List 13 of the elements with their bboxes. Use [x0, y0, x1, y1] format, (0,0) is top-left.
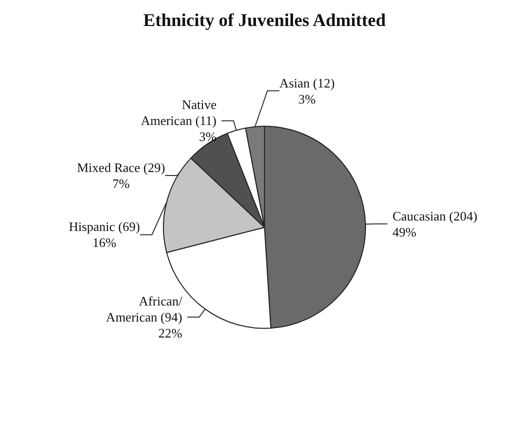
- chart-title: Ethnicity of Juveniles Admitted: [143, 10, 386, 30]
- slice-label: Native American (11): [140, 97, 217, 128]
- data-label: 3%: [199, 129, 217, 144]
- data-label: 22%: [158, 326, 182, 341]
- slice-label: Asian (12): [279, 75, 335, 90]
- data-label: 49%: [392, 224, 416, 240]
- data-label: 7%: [112, 176, 130, 191]
- slice-label: African/ American (94): [106, 294, 183, 325]
- slice-label: Mixed Race (29): [77, 160, 166, 175]
- slice-label: Hispanic (69): [68, 219, 140, 234]
- data-label: 3%: [298, 91, 316, 106]
- slice-label: Caucasian (204): [392, 208, 478, 224]
- data-label: 16%: [92, 235, 116, 250]
